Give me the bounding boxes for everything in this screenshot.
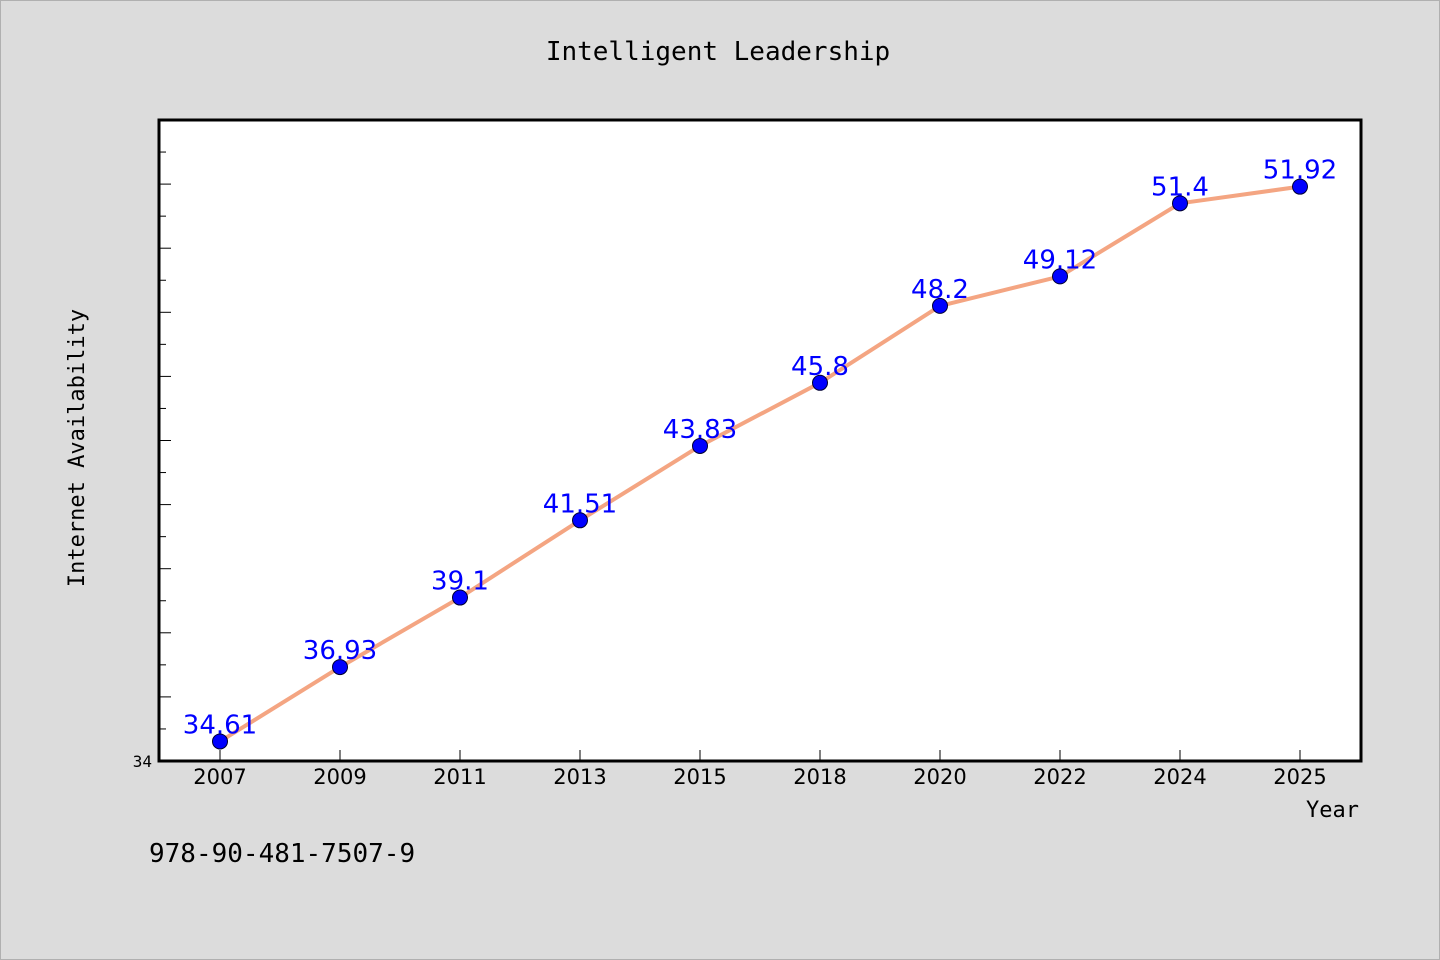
data-label: 34.61 (183, 710, 257, 740)
data-point (1052, 268, 1068, 285)
data-point (332, 659, 348, 676)
x-tick-label: 2018 (793, 765, 846, 789)
data-point (692, 437, 708, 454)
data-point (812, 374, 828, 391)
data-point (1172, 195, 1188, 212)
data-label: 48.2 (911, 275, 969, 305)
x-tick-label: 2020 (913, 765, 966, 789)
x-axis-ticks: 2007 2009 2011 2013 2015 2018 2020 2022 2024 2025 (193, 750, 1327, 789)
series-line (218, 184, 1302, 744)
x-tick-label: 2024 (1153, 765, 1206, 789)
x-tick-label: 2013 (553, 765, 606, 789)
x-tick-label: 2022 (1033, 765, 1086, 789)
data-label: 49.12 (1023, 245, 1097, 275)
x-tick-label: 2011 (433, 765, 486, 789)
data-point (572, 512, 588, 529)
data-label: 36.93 (303, 636, 377, 666)
x-tick-label: 2025 (1273, 765, 1326, 789)
data-point (212, 733, 228, 750)
data-point (452, 589, 468, 606)
x-tick-label: 2015 (673, 765, 726, 789)
y-axis-label: Internet Availability (65, 309, 90, 587)
data-label: 51.4 (1151, 172, 1209, 202)
data-point (1292, 178, 1308, 195)
data-label: 43.83 (663, 415, 737, 445)
footer-text: 978-90-481-7507-9 (149, 839, 415, 869)
data-label: 39.1 (431, 567, 489, 597)
series-group: 34.61 36.93 39.1 41.51 43.83 45.8 48.2 49.12 51.… (183, 156, 1337, 750)
data-label: 41.51 (543, 489, 617, 519)
data-label: 51.92 (1263, 156, 1337, 186)
x-axis-label: Year (1306, 798, 1359, 823)
y-tick-label: 34 (133, 752, 152, 771)
data-label: 45.8 (791, 352, 849, 382)
chart-title: Intelligent Leadership (546, 37, 890, 67)
x-tick-label: 2009 (313, 765, 366, 789)
x-tick-label: 2007 (193, 765, 246, 789)
data-point (932, 297, 948, 314)
y-axis-ticks: 34 (133, 151, 171, 771)
